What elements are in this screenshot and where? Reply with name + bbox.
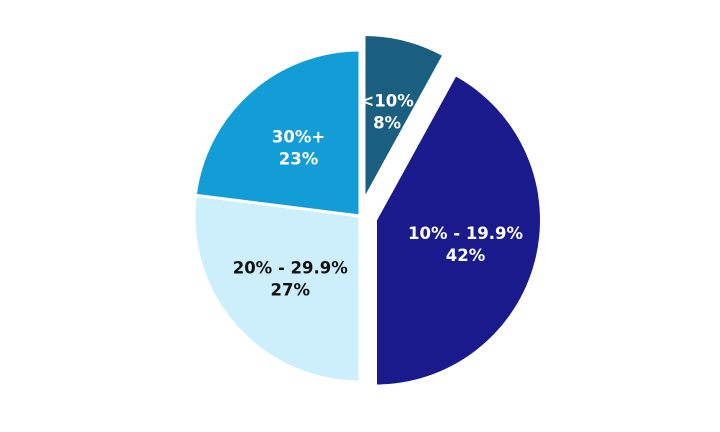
- slice-category-label: 30%+: [272, 127, 325, 146]
- pie-slice-30: [193, 48, 362, 218]
- slice-category-label: <10%: [360, 91, 414, 110]
- pie-slice-label: 10% - 19.9% 42%: [408, 224, 524, 265]
- slice-value-label: 42%: [446, 246, 486, 265]
- pie-slice-10: [362, 33, 446, 202]
- slice-value-label: 23%: [279, 149, 319, 168]
- slice-value-label: 27%: [271, 280, 311, 299]
- pie-slice-10-19-9: [373, 72, 543, 388]
- slice-value-label: 8%: [373, 113, 401, 132]
- pie-labels: <10% 8% 10% - 19.9% 42% 20% - 29.9% 27% 30%+ 23…: [233, 91, 524, 299]
- pie-slice-label: 30%+ 23%: [272, 127, 325, 168]
- slice-category-label: 20% - 29.9%: [233, 258, 349, 277]
- pie-slice-label: <10% 8%: [360, 91, 414, 132]
- pie-slice-label: 20% - 29.9% 27%: [233, 258, 349, 299]
- slice-category-label: 10% - 19.9%: [408, 224, 524, 243]
- pie-slice-20-29-9: [192, 193, 362, 384]
- pie-slices: [192, 33, 543, 388]
